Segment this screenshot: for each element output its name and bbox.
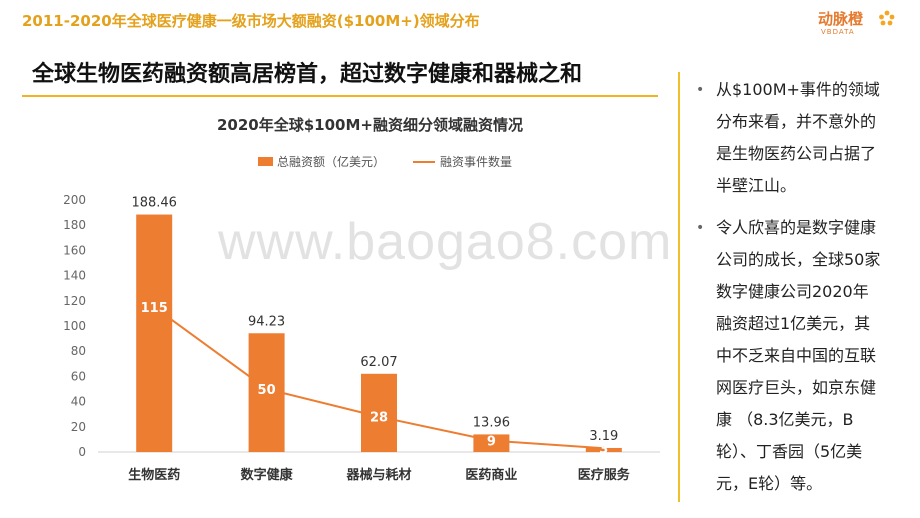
y-tick-label: 40 [71,395,86,409]
bullet-line: 半壁江山。 [716,176,797,195]
divider-line [678,72,680,502]
y-tick-label: 60 [71,369,86,383]
bullet-line: 分布来看，并不意外的 [716,112,877,131]
x-tick-label: 医疗服务 [578,467,631,483]
headline-underline [22,95,658,97]
y-tick-label: 180 [63,218,86,232]
report-section-title: 2011-2020年全球医疗健康一级市场大额融资($100M+)领域分布 [22,12,480,30]
line-value-label: 115 [141,301,168,316]
bullet-line: 轮）、丁香园（5亿美 [716,442,863,461]
line-value-label: 3 [599,442,608,457]
legend-bar-swatch [258,157,273,166]
y-tick-label: 120 [63,294,86,308]
x-tick-label: 生物医药 [128,467,180,483]
bar-value-label: 62.07 [360,355,397,370]
bullet-dot-icon: • [696,220,705,236]
line-point [152,305,156,309]
bullet-dot-icon: • [696,82,705,98]
bar-value-label: 13.96 [473,415,510,430]
line-value-label: 28 [370,411,388,426]
bullet-line: 中不乏来自中国的互联 [716,346,877,365]
bullet-list: • 从$100M+事件的领域 分布来看，并不意外的 是生物医药公司占据了 半壁江… [696,74,901,510]
bar [585,447,622,452]
y-tick-label: 80 [71,344,86,358]
x-tick-label: 器械与耗材 [345,467,411,483]
bullet-line: 元，E轮）等。 [716,474,823,493]
line-value-label: 9 [487,435,496,450]
logo-subtext: VBDATA [821,28,855,36]
line-point [602,446,606,450]
chart-title: 2020年全球$100M+融资细分领域融资情况 [217,116,523,134]
slide-headline: 全球生物医药融资额高居榜首，超过数字健康和器械之和 [32,62,583,87]
bullet-line: 令人欣喜的是数字健康 [716,218,877,237]
bullet-line: 康 （8.3亿美元，B [716,410,854,429]
line-point [265,387,269,391]
y-tick-label: 140 [63,269,86,283]
bullet-line: 公司的成长，全球50家 [716,250,881,269]
bullet-line: 数字健康公司2020年 [716,282,869,301]
legend-line-label: 融资事件数量 [440,154,512,169]
logo-mark-icon [879,10,895,26]
line-point [377,415,381,419]
vbdata-logo: 动脉橙 VBDATA [818,6,898,40]
bar-value-label: 94.23 [248,314,285,329]
y-tick-label: 100 [63,319,86,333]
bar [136,214,173,452]
y-tick-label: 160 [63,243,86,257]
bullet-line: 网医疗巨头，如京东健 [716,378,877,397]
bullet-item: • 从$100M+事件的领域 分布来看，并不意外的 是生物医药公司占据了 半壁江… [696,74,901,202]
x-tick-label: 医药商业 [465,467,517,483]
legend-bar-label: 总融资额（亿美元） [277,154,385,169]
y-tick-label: 0 [78,445,86,459]
y-tick-label: 200 [63,193,86,207]
y-tick-label: 20 [71,420,86,434]
bullet-line: 融资超过1亿美元，其 [716,314,871,333]
logo-text: 动脉橙 [818,10,864,28]
bullet-line: 是生物医药公司占据了 [716,144,877,163]
bullet-line: 从$100M+事件的领域 [716,80,880,99]
line-point [489,439,493,443]
x-tick-label: 数字健康 [241,467,294,483]
bar-value-label: 3.19 [589,429,618,444]
bullet-item: • 令人欣喜的是数字健康 公司的成长，全球50家 数字健康公司2020年 融资超… [696,212,901,500]
bar-value-label: 188.46 [131,196,177,211]
line-value-label: 50 [258,383,276,398]
watermark: www.baogao8.com [218,213,673,271]
